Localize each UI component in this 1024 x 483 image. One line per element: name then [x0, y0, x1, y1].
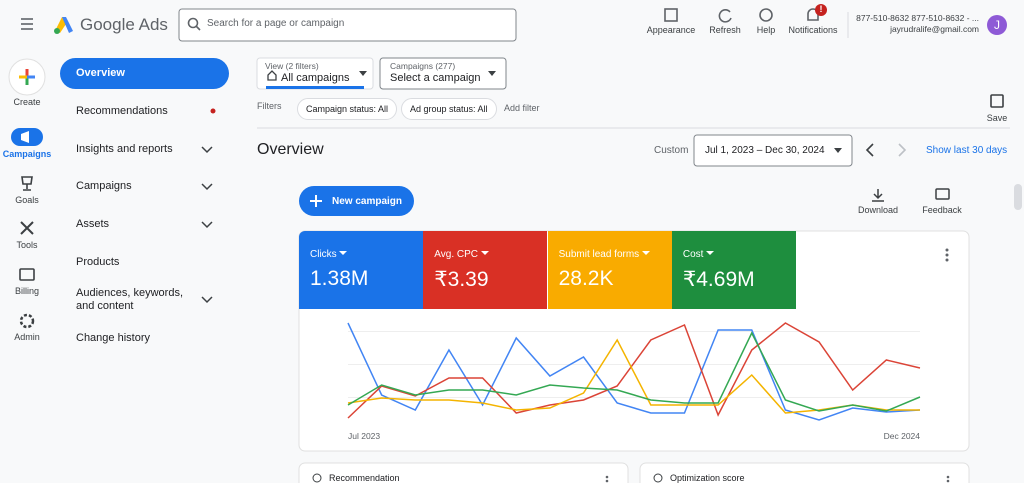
app-name: Google Ads	[80, 15, 168, 34]
nav-item[interactable]: Audiences, keywords, and content	[76, 287, 183, 312]
avatar[interactable]: J	[994, 18, 1000, 32]
rail-goals[interactable]: Goals	[15, 195, 39, 205]
metric-value: ₹4.69M	[682, 268, 755, 291]
series-line	[347, 322, 921, 421]
metric-name: Avg. CPC	[434, 249, 489, 260]
account-email: jayrudralife@gmail.com	[890, 24, 979, 34]
dropdown-arrow	[641, 251, 650, 259]
metric-name: Cost	[683, 249, 715, 260]
dropdown-arrow	[339, 251, 348, 259]
view-label: View (2 filters)	[265, 61, 319, 71]
rail-create[interactable]: Create	[13, 97, 41, 107]
page-title: Overview	[257, 141, 324, 158]
campaign-label: Campaigns (277)	[390, 61, 456, 71]
account-line: 877-510-8632 877-510-8632 - ...	[856, 13, 979, 23]
metric-value: 28.2K	[558, 267, 614, 290]
x-tick-label: Dec 2024	[884, 431, 921, 441]
download[interactable]: Download	[857, 205, 899, 215]
view-value[interactable]: All campaigns	[281, 72, 350, 84]
notifications[interactable]: Notifications	[788, 25, 838, 35]
chart: Jul 2023 Dec 2024	[347, 322, 921, 441]
nav-item[interactable]: Change history	[76, 332, 150, 344]
filter-chip[interactable]: Campaign status: All	[297, 98, 398, 120]
appearance[interactable]: Appearance	[646, 25, 696, 35]
nav-item[interactable]: Assets	[76, 218, 110, 230]
date-label: Custom	[654, 145, 689, 156]
rail-billing[interactable]: Billing	[14, 286, 39, 296]
rail-admin[interactable]: Admin	[14, 332, 40, 342]
metric-name: Clicks	[310, 249, 348, 260]
metric-tile[interactable]: Cost ₹4.69M	[671, 231, 796, 309]
series-line	[347, 338, 920, 414]
x-tick-label: Jul 2023	[348, 431, 380, 441]
metric-value: 1.38M	[310, 267, 369, 290]
nav-item[interactable]: Recommendations	[76, 105, 168, 117]
metric-tile[interactable]: Clicks 1.38M	[299, 231, 423, 309]
dropdown-arrow	[480, 251, 489, 259]
metric-value: ₹3.39	[434, 268, 489, 291]
feedback[interactable]: Feedback	[922, 205, 962, 215]
series-line	[347, 331, 921, 412]
rail-campaigns[interactable]: Campaigns	[2, 149, 52, 159]
date-range[interactable]: Jul 1, 2023 – Dec 30, 2024	[705, 145, 825, 156]
card-title: Optimization score	[670, 473, 745, 483]
help[interactable]: Help	[756, 25, 776, 35]
metric-tile[interactable]: Submit lead forms 28.2K	[547, 231, 672, 309]
new-campaign[interactable]: New campaign	[332, 196, 403, 207]
last-30-days[interactable]: Show last 30 days	[926, 145, 1008, 156]
series-line	[347, 322, 921, 419]
rail-tools[interactable]: Tools	[16, 240, 38, 250]
filters-label: Filters	[257, 101, 282, 111]
nav-item[interactable]: Insights and reports	[76, 143, 173, 155]
card-title: Recommendation	[329, 473, 400, 483]
refresh[interactable]: Refresh	[709, 25, 741, 35]
metric-tile[interactable]: Avg. CPC ₹3.39	[423, 231, 548, 309]
nav-overview[interactable]: Overview	[76, 67, 125, 79]
save[interactable]: Save	[986, 113, 1008, 123]
dropdown-arrow	[706, 251, 715, 259]
filter-chip[interactable]: Ad group status: All	[401, 98, 497, 120]
search-box[interactable]: Search for a page or campaign	[207, 18, 345, 29]
nav-item[interactable]: Products	[76, 256, 120, 268]
metric-name: Submit lead forms	[559, 249, 650, 260]
notification-badge: !	[819, 4, 823, 14]
add-filter[interactable]: Add filter	[504, 103, 540, 113]
nav-item[interactable]: Campaigns	[76, 180, 132, 192]
campaign-value[interactable]: Select a campaign	[390, 72, 481, 84]
